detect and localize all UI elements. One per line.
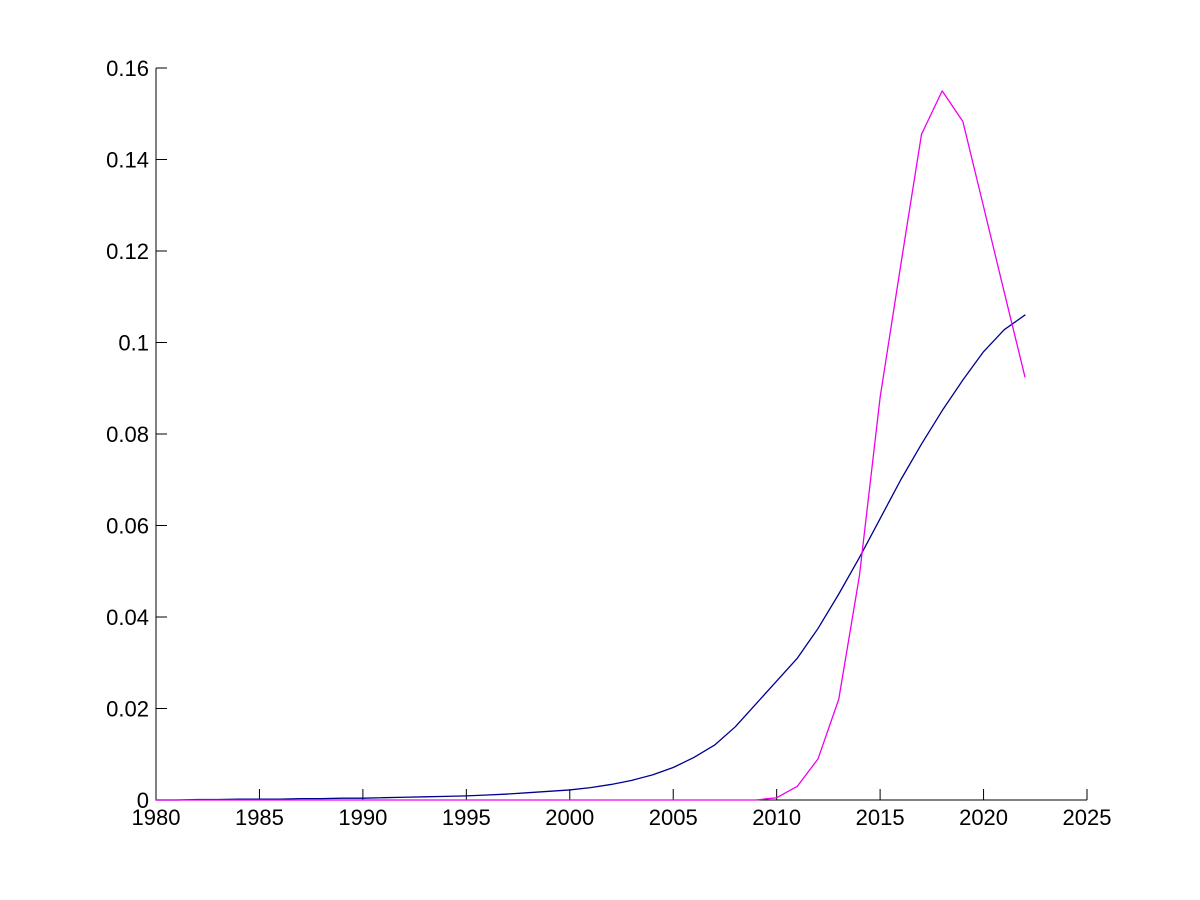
- x-tick-label: 2005: [649, 805, 698, 830]
- x-tick-label: 1980: [132, 805, 181, 830]
- y-tick-label: 0.16: [106, 56, 149, 81]
- x-tick-label: 2020: [959, 805, 1008, 830]
- series-line-navy: [155, 314, 1026, 801]
- y-tick-label: 0.12: [106, 239, 149, 264]
- series-line-magenta: [155, 90, 1026, 801]
- y-tick-label: 0.08: [106, 422, 149, 447]
- x-tick-label: 2000: [545, 805, 594, 830]
- x-tick-label: 2015: [856, 805, 905, 830]
- y-tick-label: 0.06: [106, 514, 149, 539]
- y-tick-label: 0.14: [106, 148, 149, 173]
- y-tick-label: 0.02: [106, 697, 149, 722]
- x-tick-label: 1985: [235, 805, 284, 830]
- y-tick-label: 0.04: [106, 605, 149, 630]
- x-tick-label: 2010: [752, 805, 801, 830]
- x-tick-label: 1995: [442, 805, 491, 830]
- x-tick-label: 2025: [1063, 805, 1112, 830]
- y-tick-label: 0: [137, 788, 149, 813]
- x-tick-label: 1990: [338, 805, 387, 830]
- y-tick-label: 0.1: [118, 331, 149, 356]
